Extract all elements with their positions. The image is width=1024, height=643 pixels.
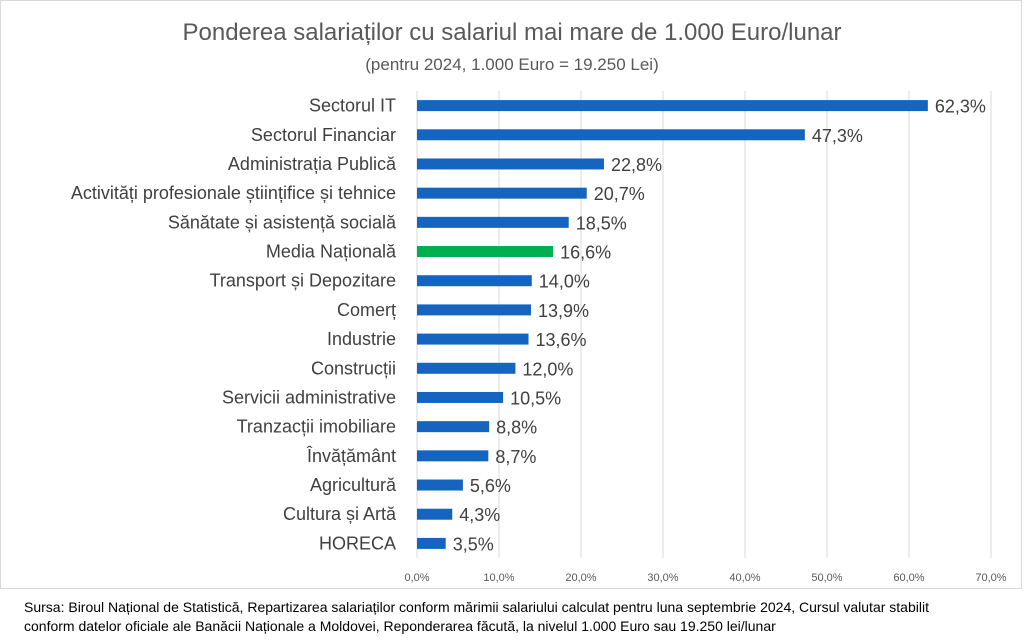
x-tick-label: 40,0% — [729, 572, 760, 584]
bar — [417, 537, 446, 549]
x-tick-label: 0,0% — [404, 572, 429, 584]
category-label: Sănătate și asistență socială — [168, 212, 397, 232]
category-label: Transport și Depozitare — [210, 271, 396, 291]
value-label: 20,7% — [594, 184, 645, 204]
bar — [417, 421, 490, 433]
category-label: Construcții — [311, 358, 396, 378]
category-label: Sectorul Financiar — [251, 125, 396, 145]
value-label: 14,0% — [539, 272, 590, 292]
category-label: Cultura și Artă — [283, 504, 397, 524]
value-label: 5,6% — [470, 476, 511, 496]
value-label: 8,8% — [496, 418, 537, 438]
source-footnote: Sursa: Biroul Național de Statistică, Re… — [24, 598, 1014, 636]
chart-title: Ponderea salariaților cu salariul mai ma… — [182, 19, 841, 46]
value-label: 10,5% — [510, 388, 561, 408]
value-labels: 62,3% 47,3% 22,8% 20,7% 18,5% 16,6% 14,0% 13,9%… — [453, 97, 986, 555]
value-label: 22,8% — [611, 155, 662, 175]
category-labels: Sectorul IT Sectorul Financiar Administraț… — [71, 96, 397, 554]
bars — [417, 100, 928, 549]
category-label: HORECA — [319, 533, 396, 553]
value-label: 13,9% — [538, 301, 589, 321]
bar — [417, 187, 587, 199]
footnote-line-1: Sursa: Biroul Național de Statistică, Re… — [24, 599, 929, 615]
category-label: Media Națională — [266, 242, 397, 262]
chart-frame — [0, 0, 1022, 589]
x-tick-label: 10,0% — [483, 572, 514, 584]
x-tick-label: 60,0% — [893, 572, 924, 584]
bar-chart: Ponderea salariaților cu salariul mai ma… — [71, 19, 1007, 584]
footnote-line-2: conform datelor oficiale ale Banăcii Naț… — [24, 618, 776, 634]
bar — [417, 391, 504, 403]
value-label: 16,6% — [560, 243, 611, 263]
bar — [417, 100, 928, 112]
bar — [417, 158, 604, 170]
value-label: 12,0% — [522, 359, 573, 379]
value-label: 4,3% — [459, 505, 500, 525]
bar — [417, 333, 529, 345]
x-tick-label: 50,0% — [811, 572, 842, 584]
value-label: 18,5% — [576, 213, 627, 233]
value-label: 8,7% — [495, 447, 536, 467]
bar — [417, 129, 805, 141]
x-tick-label: 70,0% — [975, 572, 1006, 584]
bar — [417, 508, 453, 520]
bar — [417, 246, 554, 258]
category-label: Comerț — [337, 300, 396, 320]
category-label: Industrie — [327, 329, 396, 349]
value-label: 13,6% — [536, 330, 587, 350]
category-label: Administrația Publică — [228, 154, 397, 174]
x-tick-label: 30,0% — [647, 572, 678, 584]
bar — [417, 216, 569, 228]
bar — [417, 479, 463, 491]
value-label: 3,5% — [453, 534, 494, 554]
bar — [417, 304, 531, 316]
value-label: 62,3% — [935, 97, 986, 117]
category-label: Agricultură — [310, 475, 397, 495]
category-label: Învățământ — [306, 446, 396, 466]
category-label: Servicii administrative — [222, 387, 396, 407]
chart-subtitle: (pentru 2024, 1.000 Euro = 19.250 Lei) — [365, 55, 658, 74]
bar — [417, 275, 532, 287]
x-axis-ticks: 0,0% 10,0% 20,0% 30,0% 40,0% 50,0% 60,0% 70,0% — [404, 572, 1006, 584]
value-label: 47,3% — [812, 126, 863, 146]
category-label: Tranzacții imobiliare — [237, 417, 396, 437]
bar — [417, 450, 489, 462]
x-tick-label: 20,0% — [565, 572, 596, 584]
bar — [417, 362, 516, 374]
category-label: Sectorul IT — [309, 96, 396, 116]
category-label: Activități profesionale științifice și t… — [71, 183, 396, 203]
